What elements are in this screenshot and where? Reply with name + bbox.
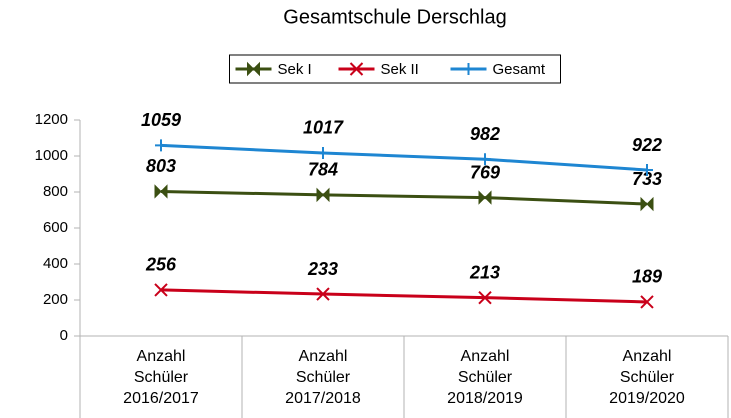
data-label: 922: [632, 135, 662, 155]
data-label: 256: [145, 255, 177, 275]
x-tick-label: Anzahl Schüler 2017/2018: [285, 348, 361, 407]
marker: [641, 164, 653, 177]
chart-title: Gesamtschule Derschlag: [283, 6, 506, 28]
y-tick-label: 1000: [35, 147, 68, 164]
marker: [478, 190, 492, 205]
data-label: 213: [469, 262, 500, 282]
data-label: 189: [632, 267, 662, 287]
y-tick-label: 600: [43, 219, 68, 236]
data-label: 1017: [303, 118, 344, 138]
marker: [154, 283, 168, 297]
data-label: 784: [308, 160, 338, 180]
marker: [316, 287, 330, 301]
series-line: [160, 143, 648, 172]
data-label: 803: [146, 156, 176, 176]
marker: [349, 62, 364, 76]
marker: [478, 290, 492, 305]
data-label: 233: [307, 259, 338, 279]
y-tick-label: 800: [43, 183, 68, 200]
legend-label: Sek II: [381, 61, 419, 78]
series-line: [160, 189, 648, 206]
series-line: [160, 288, 648, 304]
marker: [155, 139, 167, 152]
data-label: 982: [470, 124, 500, 144]
marker: [479, 153, 491, 166]
legend-label: Sek I: [278, 61, 312, 78]
marker: [640, 295, 654, 309]
x-tick-label: Anzahl Schüler 2019/2020: [609, 348, 685, 407]
y-tick-label: 0: [60, 327, 68, 344]
marker: [317, 146, 329, 159]
marker: [316, 187, 330, 203]
y-tick-label: 200: [43, 291, 68, 308]
data-label: 733: [632, 169, 662, 189]
x-tick-label: Anzahl Schüler 2018/2019: [447, 348, 523, 407]
y-tick-label: 400: [43, 255, 68, 272]
legend-label: Gesamt: [493, 61, 546, 78]
legend-item: Sek I: [235, 61, 312, 78]
legend-box: [229, 54, 561, 84]
data-label: 769: [470, 162, 500, 182]
marker: [154, 184, 168, 199]
data-label: 1059: [141, 110, 181, 130]
y-tick-label: 1200: [35, 111, 68, 128]
legend: Sek I Sek II Gesamt: [229, 54, 561, 84]
marker: [247, 61, 260, 77]
legend-item: Gesamt: [450, 61, 546, 78]
marker: [640, 196, 654, 212]
legend-item: Sek II: [338, 61, 419, 78]
marker: [462, 63, 475, 75]
x-tick-label: Anzahl Schüler 2016/2017: [123, 348, 199, 407]
